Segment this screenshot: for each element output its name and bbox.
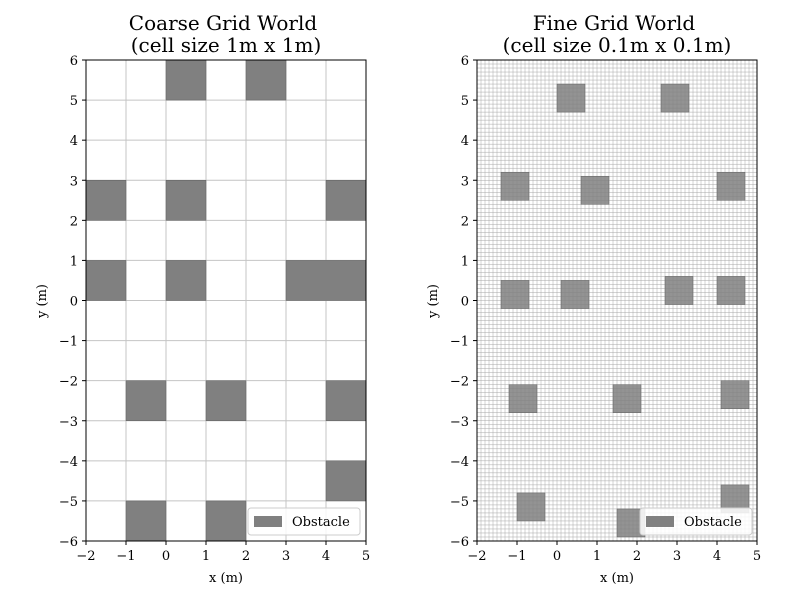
- legend-swatch-obstacle: [254, 516, 282, 527]
- y-tick-label: −2: [59, 375, 78, 390]
- x-axis-label: x (m): [600, 571, 634, 586]
- x-tick-label: 2: [633, 549, 641, 564]
- x-tick-label: 3: [673, 549, 681, 564]
- y-tick-label: 2: [70, 214, 78, 229]
- x-tick-label: 0: [162, 549, 170, 564]
- chart-title: Coarse Grid World: [129, 11, 318, 35]
- obstacle-cell: [205, 380, 247, 421]
- obstacle-cell: [660, 83, 690, 113]
- obstacle-cell: [325, 180, 367, 221]
- chart-subtitle: (cell size 0.1m x 0.1m): [503, 33, 732, 57]
- y-tick-label: −4: [450, 455, 469, 470]
- y-tick-label: −1: [450, 335, 469, 350]
- y-tick-label: 3: [70, 174, 78, 189]
- y-tick-label: 6: [461, 54, 469, 69]
- y-tick-label: 5: [70, 94, 78, 109]
- obstacle-cell: [664, 276, 694, 305]
- y-tick-label: −4: [59, 455, 78, 470]
- y-tick-label: 0: [461, 295, 469, 310]
- legend-swatch-obstacle: [646, 516, 674, 527]
- y-axis-ticks: −6 −5 −4 −3 −2 −1 0 1 2 3 4 5 6: [450, 54, 477, 550]
- legend-label-obstacle: Obstacle: [292, 515, 350, 530]
- legend: Obstacle: [639, 507, 753, 536]
- obstacle-cell: [205, 500, 247, 542]
- coarse-grid-chart: Coarse Grid World (cell size 1m x 1m) −2…: [35, 11, 370, 586]
- obstacle-cell: [285, 260, 367, 301]
- y-tick-label: −1: [59, 335, 78, 350]
- x-tick-label: 4: [322, 549, 330, 564]
- chart-title: Fine Grid World: [533, 11, 696, 35]
- obstacle-cell: [500, 280, 530, 309]
- y-tick-label: −3: [450, 415, 469, 430]
- x-axis-ticks: −2 −1 0 1 2 3 4 5: [76, 541, 370, 564]
- x-tick-label: −2: [76, 549, 95, 564]
- x-tick-label: 5: [753, 549, 761, 564]
- y-tick-label: 3: [461, 174, 469, 189]
- obstacle-cell: [85, 260, 127, 301]
- x-tick-label: 4: [713, 549, 721, 564]
- y-axis-label: y (m): [426, 284, 441, 319]
- obstacle-cell: [325, 380, 367, 421]
- obstacle-cell: [556, 83, 586, 113]
- y-axis-label: y (m): [35, 284, 50, 319]
- x-tick-label: 0: [553, 549, 561, 564]
- y-tick-label: 4: [70, 134, 78, 149]
- y-axis-ticks: −6 −5 −4 −3 −2 −1 0 1 2 3 4 5 6: [59, 54, 86, 550]
- x-tick-label: 5: [362, 549, 370, 564]
- obstacle-layer: [85, 59, 367, 542]
- y-tick-label: 1: [461, 254, 469, 269]
- obstacle-cell: [716, 276, 746, 305]
- x-tick-label: −1: [116, 549, 135, 564]
- legend-label-obstacle: Obstacle: [684, 515, 742, 530]
- y-tick-label: −5: [450, 495, 469, 510]
- obstacle-cell: [720, 380, 750, 409]
- y-tick-label: −6: [450, 535, 469, 550]
- legend: Obstacle: [247, 507, 361, 536]
- y-tick-label: −3: [59, 415, 78, 430]
- chart-subtitle: (cell size 1m x 1m): [131, 33, 322, 57]
- legend-box: [247, 507, 361, 536]
- x-tick-label: 3: [282, 549, 290, 564]
- y-tick-label: −2: [450, 375, 469, 390]
- obstacle-cell: [508, 384, 538, 413]
- obstacle-cell: [716, 171, 746, 201]
- obstacle-cell: [125, 500, 167, 542]
- x-axis-ticks: −2 −1 0 1 2 3 4 5: [467, 541, 761, 564]
- x-tick-label: −1: [507, 549, 526, 564]
- obstacle-cell: [165, 260, 207, 301]
- obstacle-layer: [500, 83, 750, 538]
- obstacle-cell: [85, 180, 127, 221]
- obstacle-cell: [165, 59, 207, 101]
- y-tick-label: 0: [70, 295, 78, 310]
- y-tick-label: −5: [59, 495, 78, 510]
- obstacle-cell: [560, 280, 590, 309]
- y-tick-label: −6: [59, 535, 78, 550]
- y-tick-label: 4: [461, 134, 469, 149]
- x-axis-label: x (m): [209, 571, 243, 586]
- y-tick-label: 6: [70, 54, 78, 69]
- x-tick-label: 1: [593, 549, 601, 564]
- obstacle-cell: [580, 175, 610, 205]
- obstacle-cell: [325, 460, 367, 502]
- y-tick-label: 5: [461, 94, 469, 109]
- legend-box: [639, 507, 753, 536]
- x-tick-label: −2: [467, 549, 486, 564]
- obstacle-cell: [612, 384, 642, 413]
- obstacle-cell: [245, 59, 287, 101]
- obstacle-cell: [516, 492, 546, 522]
- fine-grid-chart: Fine Grid World (cell size 0.1m x 0.1m) …: [426, 11, 761, 586]
- obstacle-cell: [500, 171, 530, 201]
- obstacle-cell: [165, 180, 207, 221]
- y-tick-label: 2: [461, 214, 469, 229]
- x-tick-label: 1: [202, 549, 210, 564]
- x-tick-label: 2: [242, 549, 250, 564]
- obstacle-cell: [125, 380, 167, 421]
- y-tick-label: 1: [70, 254, 78, 269]
